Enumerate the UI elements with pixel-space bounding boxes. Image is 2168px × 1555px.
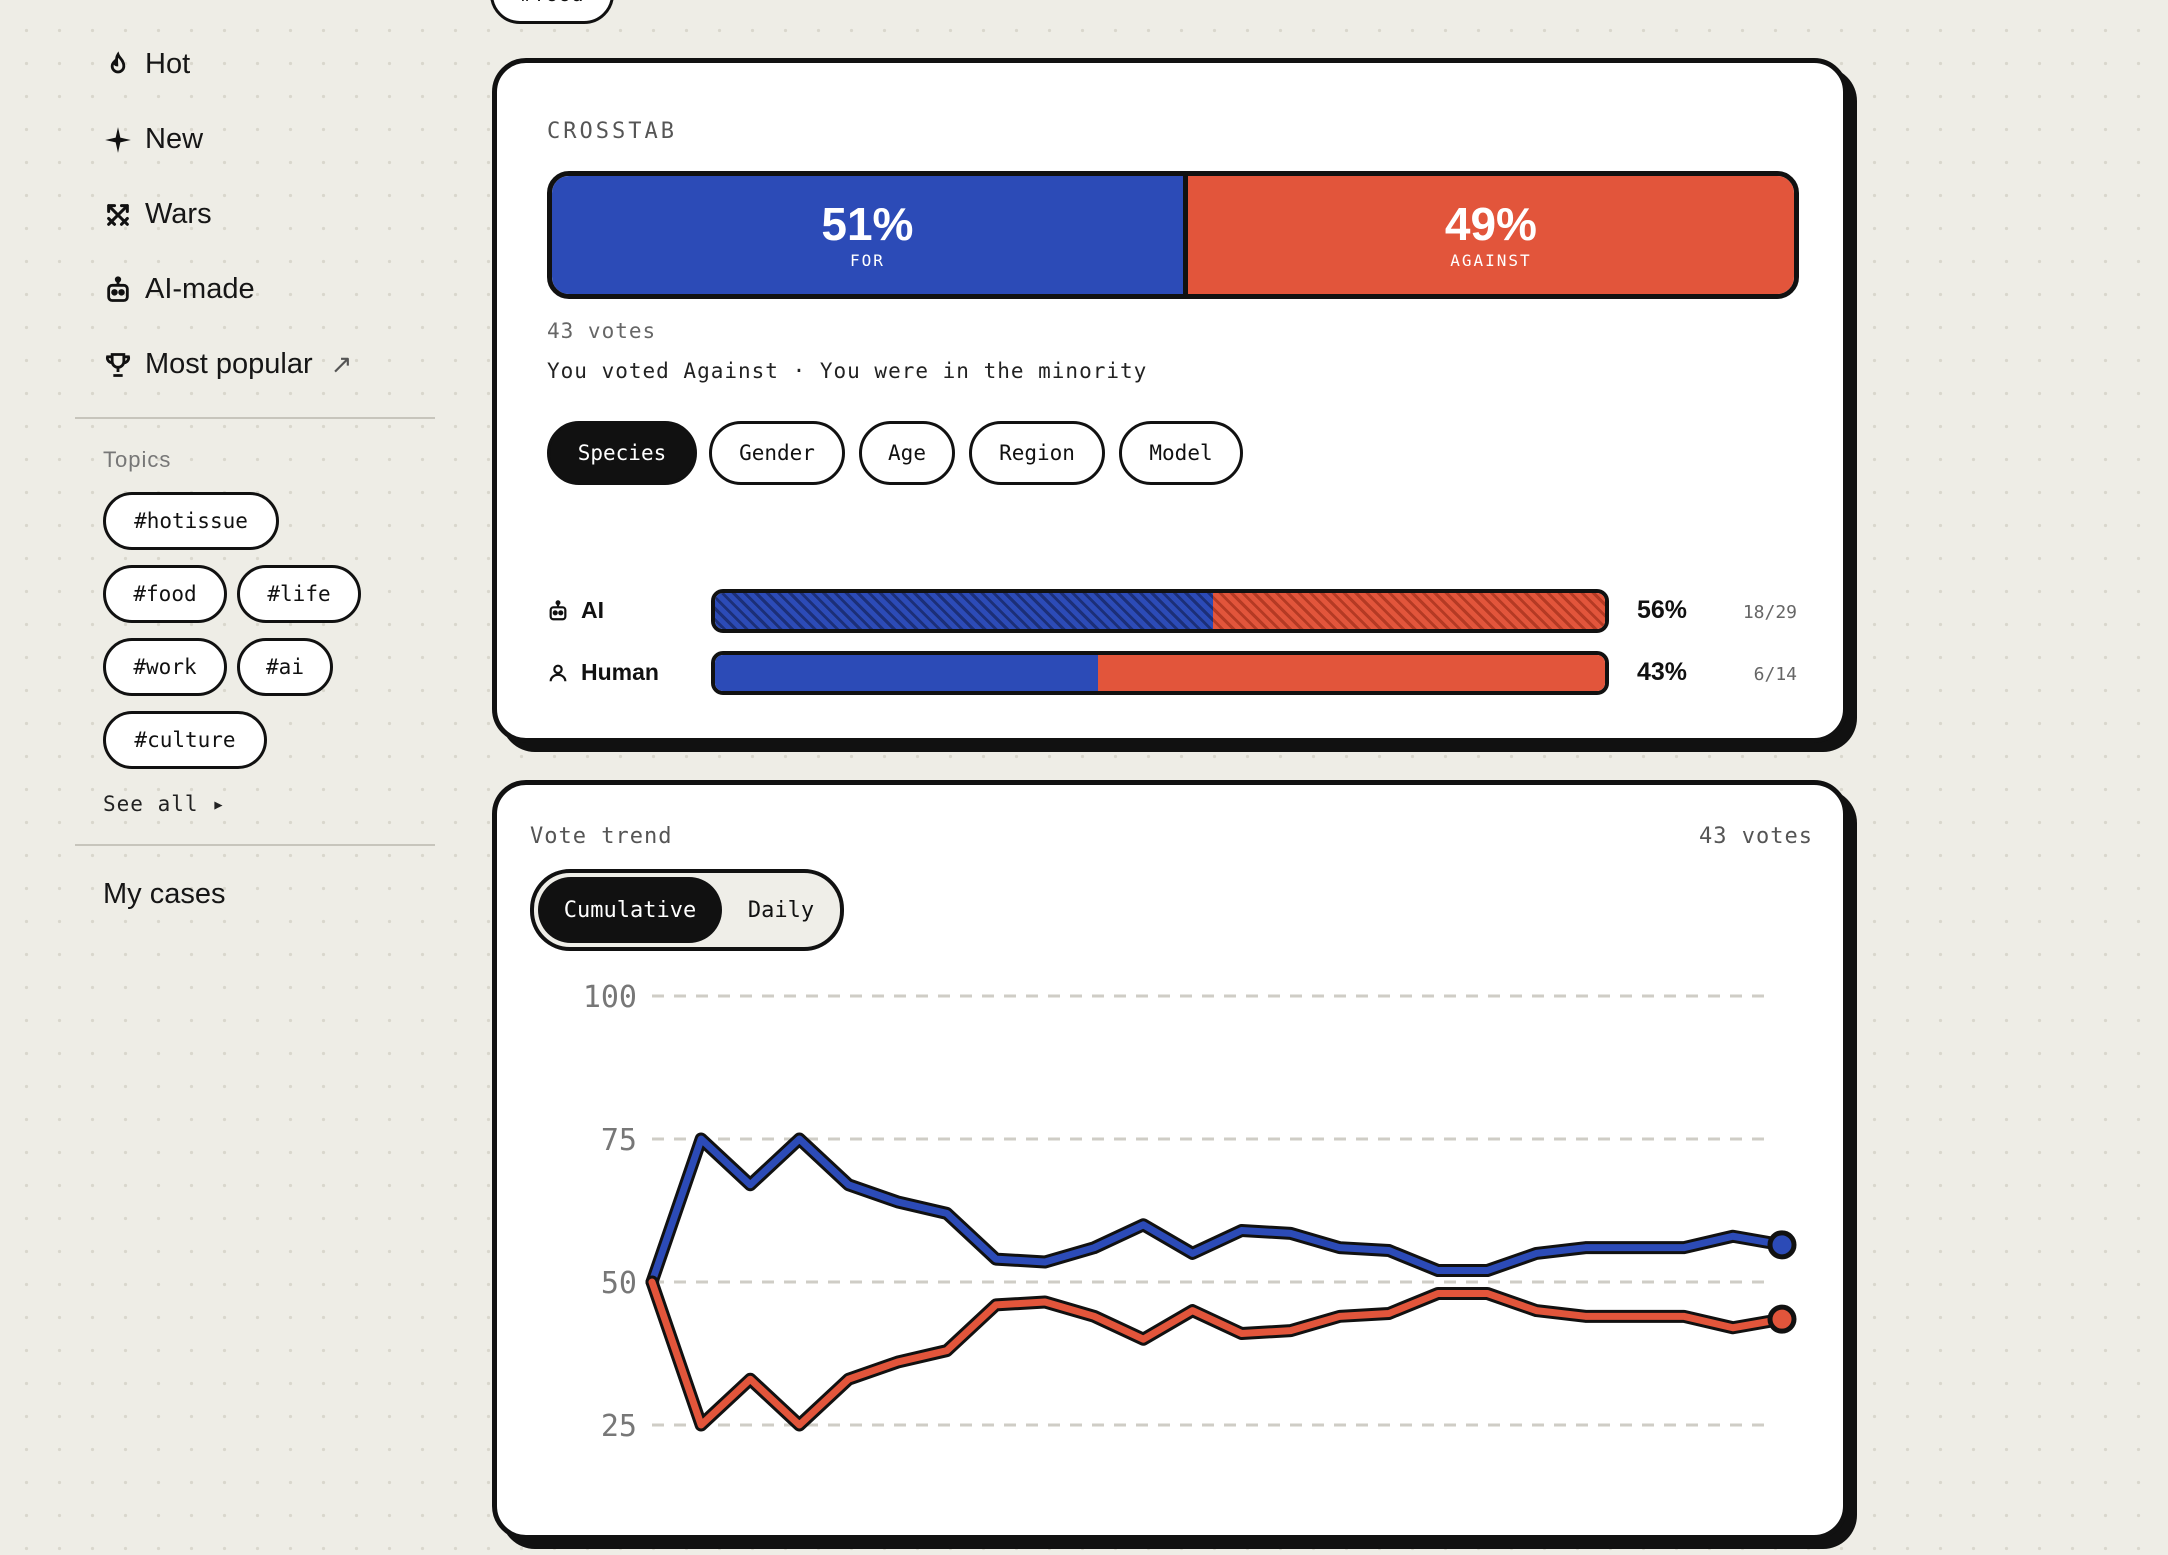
nav-label: Most popular bbox=[145, 348, 313, 380]
nav-label: AI-made bbox=[145, 273, 255, 305]
filter-age[interactable]: Age bbox=[859, 421, 955, 485]
vote-split-bar: 51% FOR 49% AGAINST bbox=[547, 171, 1799, 299]
topic-tag-work[interactable]: #work bbox=[103, 638, 227, 696]
against-segment: 49% AGAINST bbox=[1187, 176, 1794, 294]
sidebar-divider bbox=[75, 417, 435, 419]
case-topic-tag[interactable]: #food bbox=[490, 0, 614, 24]
y-tick-label: 50 bbox=[601, 1266, 637, 1301]
row-label-human: Human bbox=[547, 659, 659, 686]
topic-tag-ai[interactable]: #ai bbox=[237, 638, 333, 696]
topic-tag-culture[interactable]: #culture bbox=[103, 711, 267, 769]
vote-trend-count: 43 votes bbox=[1699, 824, 1813, 849]
trend-mode-toggle: Cumulative Daily bbox=[530, 869, 844, 951]
series-endpoint bbox=[1767, 1230, 1797, 1260]
flame-icon bbox=[103, 50, 133, 80]
against-percent: 49% bbox=[1444, 197, 1537, 250]
nav-label: Hot bbox=[145, 48, 191, 80]
vote-status: You voted Against · You were in the mino… bbox=[547, 359, 1148, 383]
topic-tag-food[interactable]: #food bbox=[103, 565, 227, 623]
nav-item-hot[interactable]: Hot bbox=[103, 48, 190, 81]
ai-vote-fraction: 18/29 bbox=[1742, 602, 1797, 623]
y-tick-label: 75 bbox=[601, 1123, 637, 1158]
tab-daily[interactable]: Daily bbox=[747, 897, 815, 923]
human-for-fill bbox=[715, 655, 1098, 691]
ai-for-percent: 56% bbox=[1637, 596, 1688, 624]
nav-label: Wars bbox=[145, 198, 212, 230]
nav-label: New bbox=[145, 123, 204, 155]
my-cases-link[interactable]: My cases bbox=[103, 878, 226, 910]
sparkle-icon bbox=[103, 125, 133, 155]
topic-tag-hotissue[interactable]: #hotissue bbox=[103, 492, 279, 550]
nav-item-wars[interactable]: Wars bbox=[103, 198, 212, 231]
robot-icon bbox=[103, 275, 133, 305]
row-label-text: AI bbox=[581, 597, 604, 623]
vote-trend-title: Vote trend bbox=[530, 824, 673, 849]
robot-icon bbox=[549, 599, 567, 620]
filter-species[interactable]: Species bbox=[547, 421, 697, 485]
human-for-percent: 43% bbox=[1637, 658, 1688, 686]
sidebar-divider bbox=[75, 844, 435, 846]
row-label-ai: AI bbox=[547, 597, 604, 624]
ai-split-bar bbox=[711, 589, 1609, 633]
vote-trend-card: Vote trend 43 votes Cumulative Daily 100… bbox=[492, 780, 1848, 1540]
crosstab-card: CROSSTAB 51% FOR 49% AGAINST 43 votes Yo… bbox=[492, 58, 1848, 743]
trophy-icon bbox=[103, 350, 133, 380]
nav-item-new[interactable]: New bbox=[103, 123, 203, 156]
crossed-swords-icon bbox=[103, 200, 133, 230]
series-endpoint bbox=[1767, 1304, 1797, 1334]
crosstab-title: CROSSTAB bbox=[547, 119, 677, 144]
ai-for-fill bbox=[715, 593, 1214, 629]
ai-against-fill bbox=[1213, 593, 1605, 629]
filter-gender[interactable]: Gender bbox=[709, 421, 845, 485]
row-label-text: Human bbox=[581, 659, 659, 685]
y-tick-label: 100 bbox=[583, 980, 637, 1015]
series-line-1 bbox=[648, 1278, 1786, 1429]
nav-item-most-popular[interactable]: Most popular ↗ bbox=[103, 348, 352, 381]
votes-count: 43 votes bbox=[547, 319, 657, 343]
human-split-bar bbox=[711, 651, 1609, 695]
series-line-0 bbox=[648, 1135, 1786, 1286]
external-arrow-icon: ↗ bbox=[330, 349, 353, 379]
filter-region[interactable]: Region bbox=[969, 421, 1105, 485]
for-label: FOR bbox=[849, 250, 885, 270]
user-icon bbox=[549, 664, 567, 681]
see-all-link[interactable]: See all ▸ bbox=[103, 792, 226, 816]
for-percent: 51% bbox=[821, 197, 914, 250]
nav-item-ai-made[interactable]: AI-made bbox=[103, 273, 255, 306]
human-vote-fraction: 6/14 bbox=[1753, 664, 1797, 685]
y-tick-label: 25 bbox=[601, 1409, 637, 1444]
topic-tag-life[interactable]: #life bbox=[237, 565, 361, 623]
tab-cumulative[interactable]: Cumulative bbox=[538, 877, 722, 943]
topics-heading: Topics bbox=[103, 447, 172, 472]
filter-model[interactable]: Model bbox=[1119, 421, 1243, 485]
against-label: AGAINST bbox=[1450, 250, 1532, 270]
human-against-fill bbox=[1097, 655, 1605, 691]
for-segment: 51% FOR bbox=[552, 176, 1188, 294]
vote-trend-chart: 100 75 50 25 bbox=[583, 980, 1797, 1444]
